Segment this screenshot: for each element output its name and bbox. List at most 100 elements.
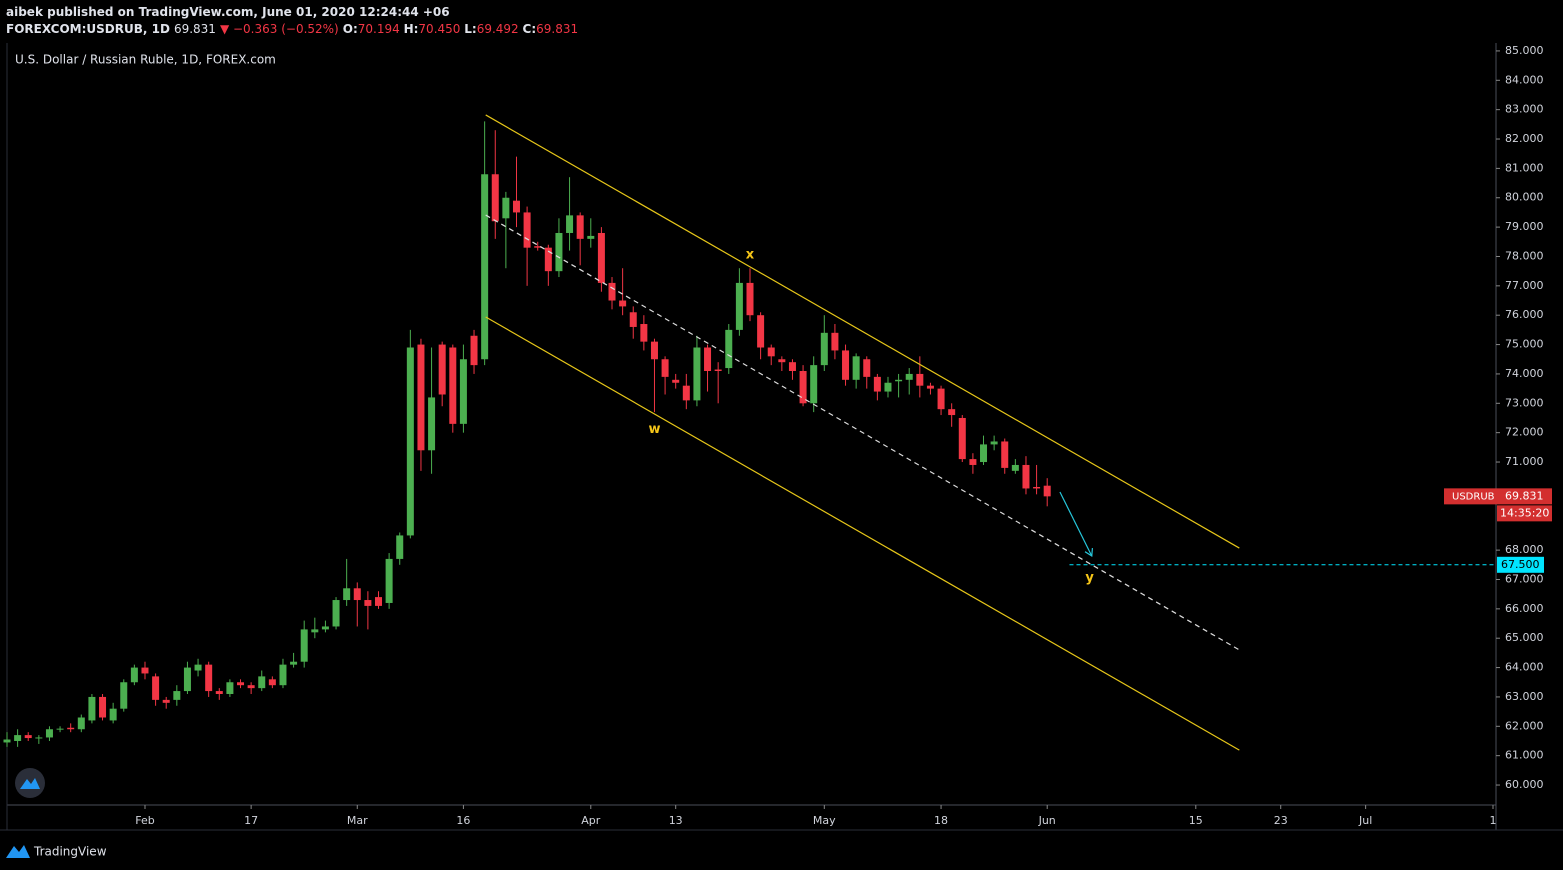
candle-body — [215, 691, 223, 695]
candle-body — [226, 682, 234, 695]
x-tick-label: Jul — [1358, 814, 1372, 827]
candle — [587, 218, 595, 248]
wave-label: y — [1085, 571, 1094, 586]
candle-body — [937, 388, 945, 410]
candle-body — [300, 629, 308, 662]
candle — [491, 130, 499, 239]
candle-body — [194, 664, 202, 671]
y-tick-label: 80.000 — [1505, 191, 1544, 204]
y-tick-label: 81.000 — [1505, 161, 1544, 174]
trend-line — [485, 316, 1240, 751]
y-tick-label: 74.000 — [1505, 367, 1544, 380]
footer-logo-shape — [6, 845, 30, 858]
candle — [926, 382, 934, 395]
candle — [162, 696, 170, 709]
candle — [215, 688, 223, 700]
candle-body — [173, 691, 181, 700]
low-label: L: — [464, 22, 477, 36]
candle-body — [3, 739, 11, 743]
candle-body — [56, 728, 64, 730]
candle-body — [332, 600, 340, 627]
candle-body — [884, 382, 892, 392]
wave-label: x — [746, 248, 755, 263]
y-tick-label: 65.000 — [1505, 631, 1544, 644]
y-tick-label: 73.000 — [1505, 396, 1544, 409]
candle — [948, 403, 956, 427]
candle-body — [714, 369, 722, 371]
candle — [406, 329, 414, 539]
candle — [268, 676, 276, 689]
candle-body — [99, 696, 107, 718]
candle-body — [152, 676, 160, 700]
candle-body — [746, 282, 754, 316]
candle-body — [926, 385, 934, 389]
candle-body — [512, 200, 520, 213]
candle-body — [1022, 464, 1030, 489]
candle-body — [502, 197, 510, 219]
candle-body — [566, 215, 574, 233]
candle-body — [481, 174, 489, 360]
candle — [332, 597, 340, 630]
high-label: H: — [403, 22, 419, 36]
candle — [725, 324, 733, 374]
candle — [597, 227, 605, 292]
candle — [757, 312, 765, 360]
candle-body — [364, 600, 372, 606]
y-tick-label: 67.000 — [1505, 572, 1544, 585]
countdown: 14:35:20 — [1500, 506, 1549, 519]
candle-body — [544, 247, 552, 272]
candle — [56, 726, 64, 733]
x-tick-label: Feb — [135, 814, 154, 827]
candle — [449, 344, 457, 433]
candle-body — [820, 332, 828, 366]
candle-body — [778, 359, 786, 363]
candle-body — [799, 370, 807, 404]
candle — [778, 356, 786, 371]
candle-body — [704, 347, 712, 371]
candle — [353, 582, 361, 627]
candle — [576, 212, 584, 266]
y-tick-label: 78.000 — [1505, 249, 1544, 262]
candle — [396, 532, 404, 565]
candle-body — [290, 661, 298, 665]
candle — [746, 268, 754, 322]
candle — [14, 729, 22, 747]
symbol: FOREXCOM:USDRUB, 1D — [6, 22, 170, 36]
candle-body — [353, 588, 361, 601]
candle-body — [842, 350, 850, 380]
candle-body — [863, 359, 871, 377]
candle — [226, 679, 234, 697]
y-tick-label: 68.000 — [1505, 543, 1544, 556]
candle — [258, 670, 266, 692]
candle-body — [969, 459, 977, 465]
candle — [629, 306, 637, 339]
candle-body — [311, 629, 319, 633]
candle-body — [24, 735, 32, 739]
candle — [194, 658, 202, 677]
y-tick-label: 60.000 — [1505, 778, 1544, 791]
watermark-logo — [15, 768, 45, 798]
candle — [375, 591, 382, 609]
candle — [512, 156, 520, 228]
candle — [566, 177, 574, 251]
candle — [45, 726, 53, 741]
candle-body — [396, 535, 404, 559]
chart-title: U.S. Dollar / Russian Ruble, 1D, FOREX.c… — [15, 53, 276, 67]
candle — [820, 315, 828, 371]
candle — [555, 218, 563, 278]
candle-body — [757, 315, 765, 348]
candle-body — [1011, 464, 1019, 471]
candle-body — [608, 282, 616, 301]
candle — [502, 191, 510, 269]
candle-body — [597, 232, 605, 283]
wave-label: w — [648, 422, 660, 437]
candle — [1022, 456, 1030, 495]
candle — [958, 415, 966, 463]
candle — [120, 679, 128, 712]
price-label-box — [1444, 488, 1552, 505]
y-tick-label: 61.000 — [1505, 749, 1544, 762]
candle-body — [130, 667, 138, 683]
footer-logo — [6, 845, 30, 858]
candle — [343, 558, 351, 606]
candle — [619, 268, 627, 316]
